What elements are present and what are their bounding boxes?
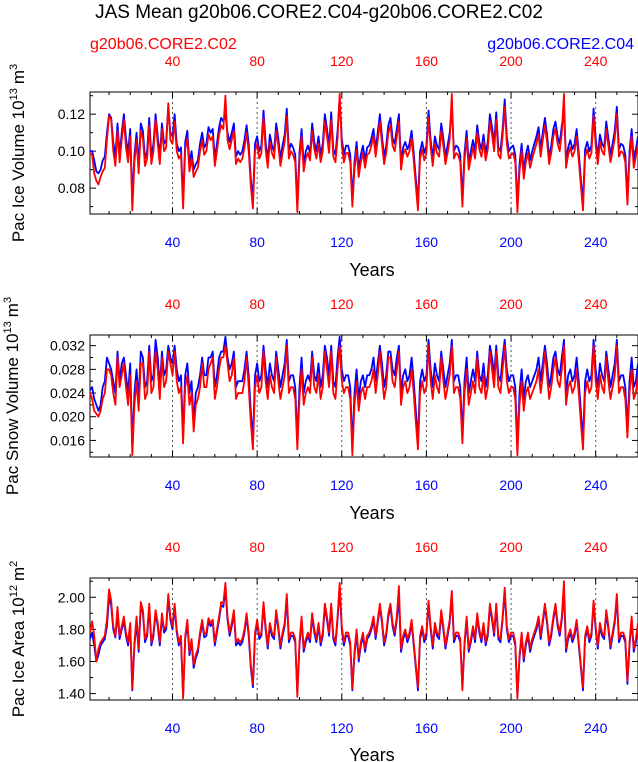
y-axis-label-part: 3 (8, 64, 20, 70)
y-tick-label: 0.08 (58, 180, 85, 196)
x-tick-label-top: 160 (415, 53, 439, 69)
y-axis-label: Pac Snow Volume 1013 m3 (2, 297, 22, 495)
x-tick-label-top: 40 (165, 53, 181, 69)
figure-title: JAS Mean g20b06.CORE2.C04-g20b06.CORE2.C… (95, 2, 543, 23)
y-axis-label-part: 2 (8, 561, 20, 567)
panel-ice-volume: 40 40 80 80 120 120 160 160 200 200 240 240 0.08 0.10… (8, 53, 638, 280)
series-line-c02 (89, 92, 638, 214)
y-tick-label: 1.60 (58, 653, 85, 669)
panel-snow-volume: 40 40 80 80 120 120 160 160 200 200 240 240 0.016 0.0… (2, 296, 638, 523)
x-tick-label-top: 240 (584, 53, 608, 69)
x-tick-label-top: 80 (249, 539, 265, 555)
x-tick-label-top: 240 (584, 539, 608, 555)
x-tick-label-bottom: 240 (584, 477, 608, 493)
x-axis-label: Years (349, 745, 394, 762)
y-tick-label: 2.00 (58, 589, 85, 605)
x-tick-label-top: 200 (499, 53, 523, 69)
y-axis-label-part: m (3, 303, 22, 317)
y-tick-label: 1.80 (58, 621, 85, 637)
panel-ice-area: 40 40 80 80 120 120 160 160 200 200 240 240 1.40 1.60… (8, 539, 638, 762)
y-tick-label: 0.020 (50, 409, 85, 425)
legend-label-c02: g20b06.CORE2.C02 (90, 36, 237, 53)
x-tick-label-top: 240 (584, 296, 608, 312)
y-axis-label-part: 13 (2, 321, 14, 333)
x-tick-label-bottom: 40 (165, 477, 181, 493)
x-tick-label-top: 120 (330, 539, 354, 555)
y-axis-label-part: Pac Snow Volume 10 (3, 333, 22, 495)
x-tick-label-bottom: 200 (499, 234, 523, 250)
x-tick-label-bottom: 240 (584, 234, 608, 250)
x-tick-label-bottom: 80 (249, 720, 265, 736)
x-tick-label-top: 40 (165, 539, 181, 555)
x-tick-label-bottom: 200 (499, 720, 523, 736)
x-tick-label-bottom: 120 (330, 720, 354, 736)
y-axis-label: Pac Ice Volume 1013 m3 (8, 64, 28, 242)
y-tick-label: 1.40 (58, 686, 85, 702)
y-axis-label-part: 13 (8, 88, 20, 100)
y-tick-label: 0.12 (58, 106, 85, 122)
x-tick-label-top: 120 (330, 296, 354, 312)
y-tick-label: 0.10 (58, 143, 85, 159)
x-tick-label-bottom: 80 (249, 234, 265, 250)
y-axis-label-part: m (9, 567, 28, 581)
x-axis-label: Years (349, 503, 394, 523)
y-axis-label-part: 3 (2, 297, 14, 303)
x-tick-label-bottom: 80 (249, 477, 265, 493)
x-tick-label-bottom: 200 (499, 477, 523, 493)
y-axis-label-part: Pac Ice Area 10 (9, 597, 28, 717)
series-line-c02 (89, 580, 638, 700)
x-tick-label-bottom: 160 (415, 720, 439, 736)
x-tick-label-bottom: 40 (165, 720, 181, 736)
x-tick-label-top: 200 (499, 296, 523, 312)
y-tick-label: 0.024 (50, 385, 85, 401)
y-tick-label: 0.028 (50, 361, 85, 377)
legend-label-c04: g20b06.CORE2.C04 (487, 36, 634, 53)
x-tick-label-bottom: 160 (415, 477, 439, 493)
x-tick-label-bottom: 120 (330, 477, 354, 493)
x-tick-label-top: 160 (415, 539, 439, 555)
x-axis-label: Years (349, 260, 394, 280)
x-tick-label-bottom: 120 (330, 234, 354, 250)
x-tick-label-top: 40 (165, 296, 181, 312)
x-tick-label-top: 200 (499, 539, 523, 555)
x-tick-label-bottom: 160 (415, 234, 439, 250)
plot-frame (89, 334, 638, 458)
y-axis-label-part: m (9, 70, 28, 84)
x-tick-label-top: 160 (415, 296, 439, 312)
x-tick-label-top: 80 (249, 296, 265, 312)
x-tick-label-bottom: 40 (165, 234, 181, 250)
series-line-c02 (89, 344, 638, 457)
y-axis-label-part: 12 (8, 585, 20, 597)
y-axis-label: Pac Ice Area 1012 m2 (8, 561, 28, 718)
y-tick-label: 0.016 (50, 432, 85, 448)
x-tick-label-top: 120 (330, 53, 354, 69)
x-tick-label-bottom: 240 (584, 720, 608, 736)
y-axis-label-part: Pac Ice Volume 10 (9, 100, 28, 242)
x-tick-label-top: 80 (249, 53, 265, 69)
y-tick-label: 0.032 (50, 338, 85, 354)
